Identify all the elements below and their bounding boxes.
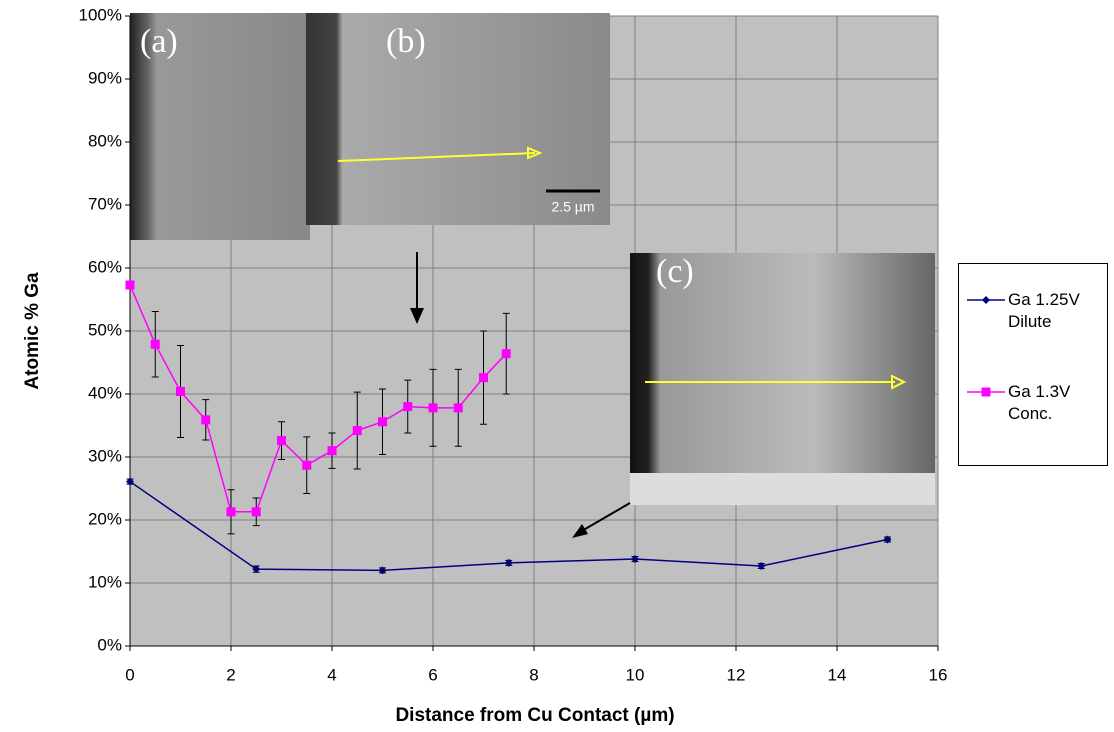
legend-label: Ga 1.3V Conc. (1008, 382, 1071, 423)
marker (125, 280, 135, 290)
marker (226, 507, 236, 517)
y-axis-title: Atomic % Ga (22, 272, 43, 390)
inset-label: (a) (140, 23, 178, 60)
marker (504, 558, 513, 567)
marker (277, 436, 286, 446)
inset-arrow (337, 152, 536, 162)
y-tick-label: 90% (88, 68, 122, 87)
legend-swatch (967, 387, 1005, 397)
marker (176, 386, 185, 396)
pointer-arrows (410, 252, 631, 538)
legend: Ga 1.25V Dilute Ga 1.3V Conc. (958, 263, 1108, 466)
legend-item: Ga 1.3V Conc. (967, 381, 1107, 425)
y-tick-label: 70% (88, 194, 122, 213)
marker (982, 296, 990, 304)
arrow (579, 502, 631, 533)
x-tick-label: 14 (828, 665, 847, 684)
inset-a (130, 13, 310, 240)
inset-c-footer (630, 473, 935, 505)
x-tick-label: 2 (226, 665, 235, 684)
y-tick-label: 30% (88, 446, 122, 465)
marker (378, 566, 387, 575)
marker (252, 565, 261, 574)
x-tick-label: 8 (529, 665, 538, 684)
marker (981, 387, 991, 397)
arrowhead (410, 308, 424, 324)
marker (302, 460, 312, 470)
x-tick-label: 6 (428, 665, 437, 684)
marker (428, 403, 438, 413)
y-tick-label: 20% (88, 509, 122, 528)
marker (757, 561, 766, 570)
x-tick-label: 12 (727, 665, 746, 684)
marker (327, 446, 337, 456)
inset-images: (a) (b) (c) 2.5 µm (130, 13, 935, 505)
y-tick-label: 100% (79, 5, 122, 24)
arrowhead (572, 524, 588, 538)
marker (501, 349, 511, 359)
inset-c (630, 253, 935, 505)
y-tick-label: 0% (97, 635, 122, 654)
marker (126, 477, 134, 486)
y-tick-label: 80% (88, 131, 122, 150)
inset-arrowhead (891, 374, 907, 390)
marker (150, 339, 160, 349)
x-tick-label: 4 (327, 665, 336, 684)
marker (352, 426, 362, 436)
marker (479, 373, 488, 383)
inset-label: (b) (386, 23, 426, 60)
marker (631, 555, 639, 564)
x-tick-label: 0 (125, 665, 134, 684)
x-axis-title: Distance from Cu Contact (µm) (395, 705, 674, 726)
x-tick-label: 10 (626, 665, 645, 684)
marker (883, 535, 892, 544)
inset-b (306, 13, 610, 225)
inset-label: (c) (656, 253, 694, 290)
marker (251, 507, 261, 517)
legend-swatch (967, 296, 1005, 304)
marker (453, 403, 463, 413)
inset-arrowhead (527, 146, 543, 160)
y-tick-label: 10% (88, 572, 122, 591)
y-tick-label: 40% (88, 383, 122, 402)
x-tick-label: 16 (929, 665, 948, 684)
series-line (129, 284, 507, 513)
scale-label: 2.5 µm (551, 199, 594, 215)
legend-item: Ga 1.25V Dilute (967, 289, 1107, 333)
marker (403, 402, 413, 412)
marker (201, 415, 211, 425)
legend-label: Ga 1.25V Dilute (1008, 290, 1080, 331)
y-tick-label: 60% (88, 257, 122, 276)
y-tick-label: 50% (88, 320, 122, 339)
marker (378, 417, 387, 427)
